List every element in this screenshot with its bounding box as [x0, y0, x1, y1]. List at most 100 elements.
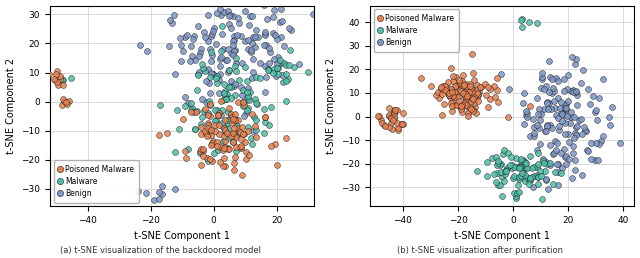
Point: [468, 109, 478, 113]
Point: [503, 115, 513, 119]
Point: [586, 157, 596, 161]
Point: [202, 134, 212, 139]
Point: [214, 145, 225, 149]
Point: [557, 119, 567, 124]
Point: [180, 95, 190, 99]
Point: [444, 92, 454, 96]
Point: [223, 9, 234, 13]
Point: [462, 94, 472, 98]
Point: [210, 128, 220, 133]
Point: [180, 35, 190, 39]
Point: [460, 95, 470, 99]
Point: [260, 33, 270, 37]
Point: [521, 176, 531, 180]
Point: [183, 101, 193, 106]
Point: [248, 70, 259, 74]
Point: [398, 110, 408, 115]
Point: [49, 77, 60, 81]
Point: [201, 131, 211, 135]
Point: [472, 91, 483, 95]
Point: [502, 166, 512, 170]
Point: [570, 168, 580, 172]
Point: [273, 66, 284, 70]
Point: [239, 132, 250, 136]
Point: [497, 194, 508, 198]
Point: [466, 96, 476, 100]
Point: [219, 126, 229, 130]
Point: [554, 124, 564, 128]
Point: [269, 67, 279, 71]
Point: [189, 58, 200, 62]
Point: [553, 79, 563, 83]
Point: [187, 106, 197, 110]
Point: [230, 82, 241, 86]
Point: [392, 120, 402, 125]
Point: [242, 95, 252, 100]
Point: [452, 103, 462, 107]
Point: [561, 154, 571, 158]
Point: [209, 123, 220, 127]
Point: [500, 169, 511, 173]
Point: [273, 37, 283, 41]
Point: [456, 88, 467, 93]
Point: [230, 64, 240, 68]
Point: [226, 85, 236, 89]
Point: [239, 9, 250, 13]
Point: [493, 159, 503, 163]
Point: [58, 103, 68, 107]
Point: [186, 101, 196, 106]
Point: [176, 59, 186, 63]
Point: [461, 82, 471, 86]
Point: [234, 21, 244, 26]
Point: [196, 62, 207, 66]
Point: [246, 49, 256, 53]
Point: [560, 106, 570, 110]
Point: [212, 108, 223, 112]
Point: [179, 117, 189, 121]
Point: [458, 86, 468, 90]
Point: [251, 28, 261, 33]
Point: [53, 83, 63, 87]
Point: [522, 176, 532, 180]
Point: [170, 150, 180, 154]
Point: [243, 85, 253, 90]
Point: [203, 126, 213, 131]
Point: [235, 130, 245, 134]
Point: [453, 102, 463, 107]
Point: [524, 182, 534, 186]
Point: [461, 96, 471, 100]
Point: [226, 112, 236, 117]
Point: [479, 82, 490, 86]
Point: [188, 1, 198, 5]
Point: [545, 75, 556, 79]
Point: [223, 136, 233, 140]
Point: [524, 104, 534, 108]
Point: [251, 101, 261, 106]
Point: [214, 132, 224, 136]
Point: [242, 90, 252, 94]
Point: [533, 175, 543, 179]
Point: [228, 140, 238, 144]
Point: [222, 118, 232, 122]
Point: [215, 72, 225, 76]
Point: [452, 92, 462, 96]
Point: [456, 103, 467, 107]
Point: [243, 108, 253, 112]
Point: [244, 98, 254, 102]
Point: [463, 111, 474, 115]
Point: [280, 78, 291, 83]
Point: [444, 91, 454, 95]
Point: [473, 99, 483, 103]
Point: [373, 114, 383, 118]
Point: [198, 66, 208, 70]
Point: [241, 65, 251, 69]
Point: [472, 93, 483, 97]
Point: [142, 49, 152, 53]
Point: [203, 13, 213, 17]
Point: [448, 74, 458, 78]
Point: [374, 114, 385, 118]
Point: [536, 75, 547, 79]
Point: [376, 118, 386, 123]
Point: [202, 111, 212, 116]
Point: [214, 123, 224, 127]
